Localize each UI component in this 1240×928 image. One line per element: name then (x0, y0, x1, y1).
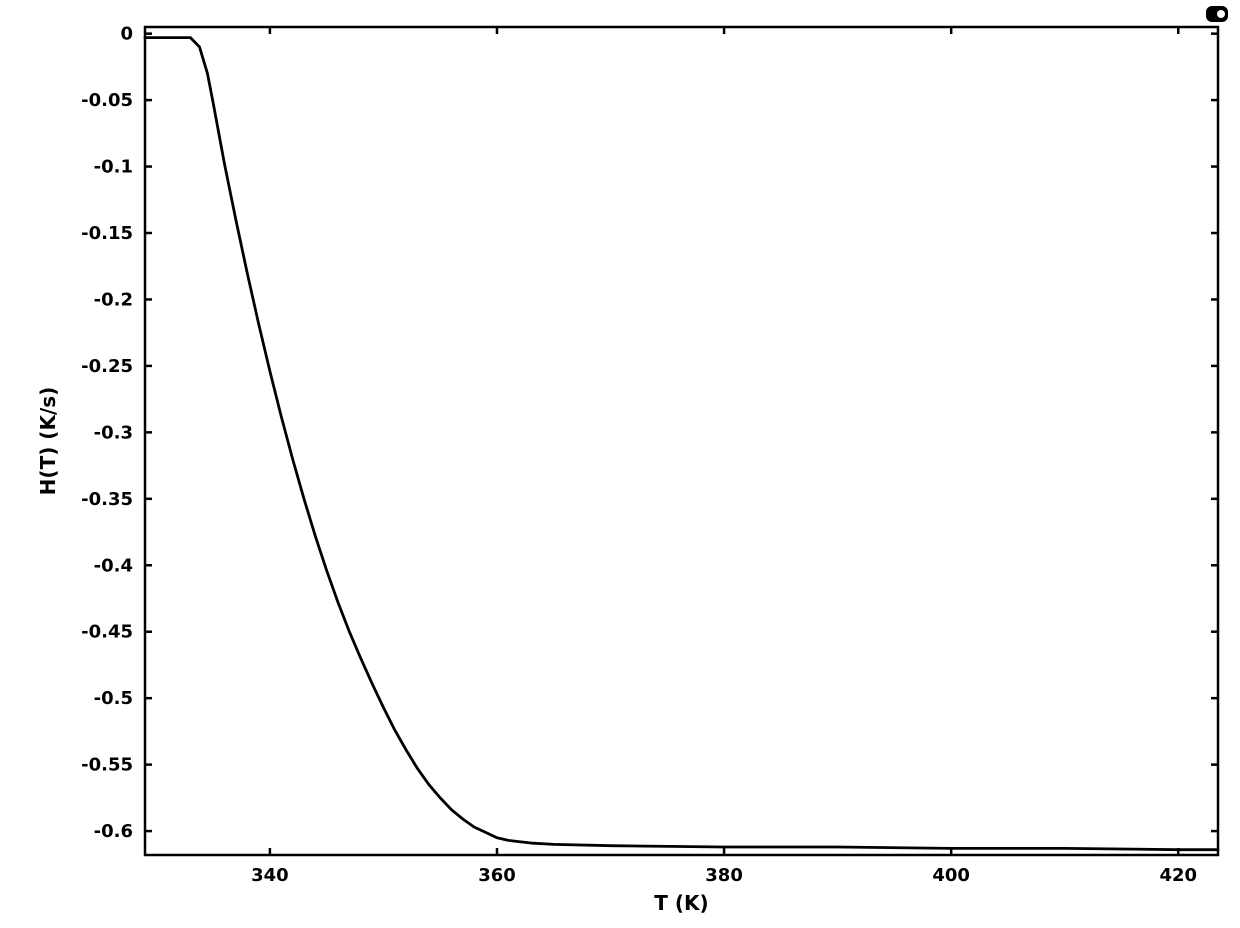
chart-root: 340 360 380 400 420 0 -0.05 -0.1 -0.15 -0.2 -0.25… (0, 0, 1240, 928)
y-tick-label: -0.55 (81, 755, 133, 776)
y-tick-label: -0.45 (81, 622, 133, 643)
x-tick-label: 380 (705, 865, 743, 886)
y-axis-label: H(T) (K/s) (36, 387, 60, 496)
plot-background (145, 27, 1218, 855)
y-tick-label: -0.3 (94, 422, 133, 443)
y-tick-label: -0.05 (81, 90, 133, 111)
y-tick-label: -0.2 (94, 289, 133, 310)
y-tick-label: -0.1 (94, 157, 133, 178)
y-tick-label: -0.4 (94, 555, 133, 576)
y-tick-label: 0 (120, 24, 133, 45)
x-tick-label: 400 (932, 865, 970, 886)
y-tick-label: -0.35 (81, 489, 133, 510)
y-tick-label: -0.6 (94, 821, 133, 842)
y-tick-labels: 0 -0.05 -0.1 -0.15 -0.2 -0.25 -0.3 -0.35 -0.4 -0.… (81, 24, 133, 842)
x-tick-label: 360 (478, 865, 516, 886)
corner-icon (1206, 6, 1228, 22)
x-axis-label: T (K) (654, 891, 708, 915)
y-tick-label: -0.5 (94, 688, 133, 709)
y-tick-label: -0.25 (81, 356, 133, 377)
x-tick-label: 420 (1159, 865, 1197, 886)
x-tick-labels: 340 360 380 400 420 (251, 865, 1197, 886)
x-tick-label: 340 (251, 865, 289, 886)
y-tick-label: -0.15 (81, 223, 133, 244)
